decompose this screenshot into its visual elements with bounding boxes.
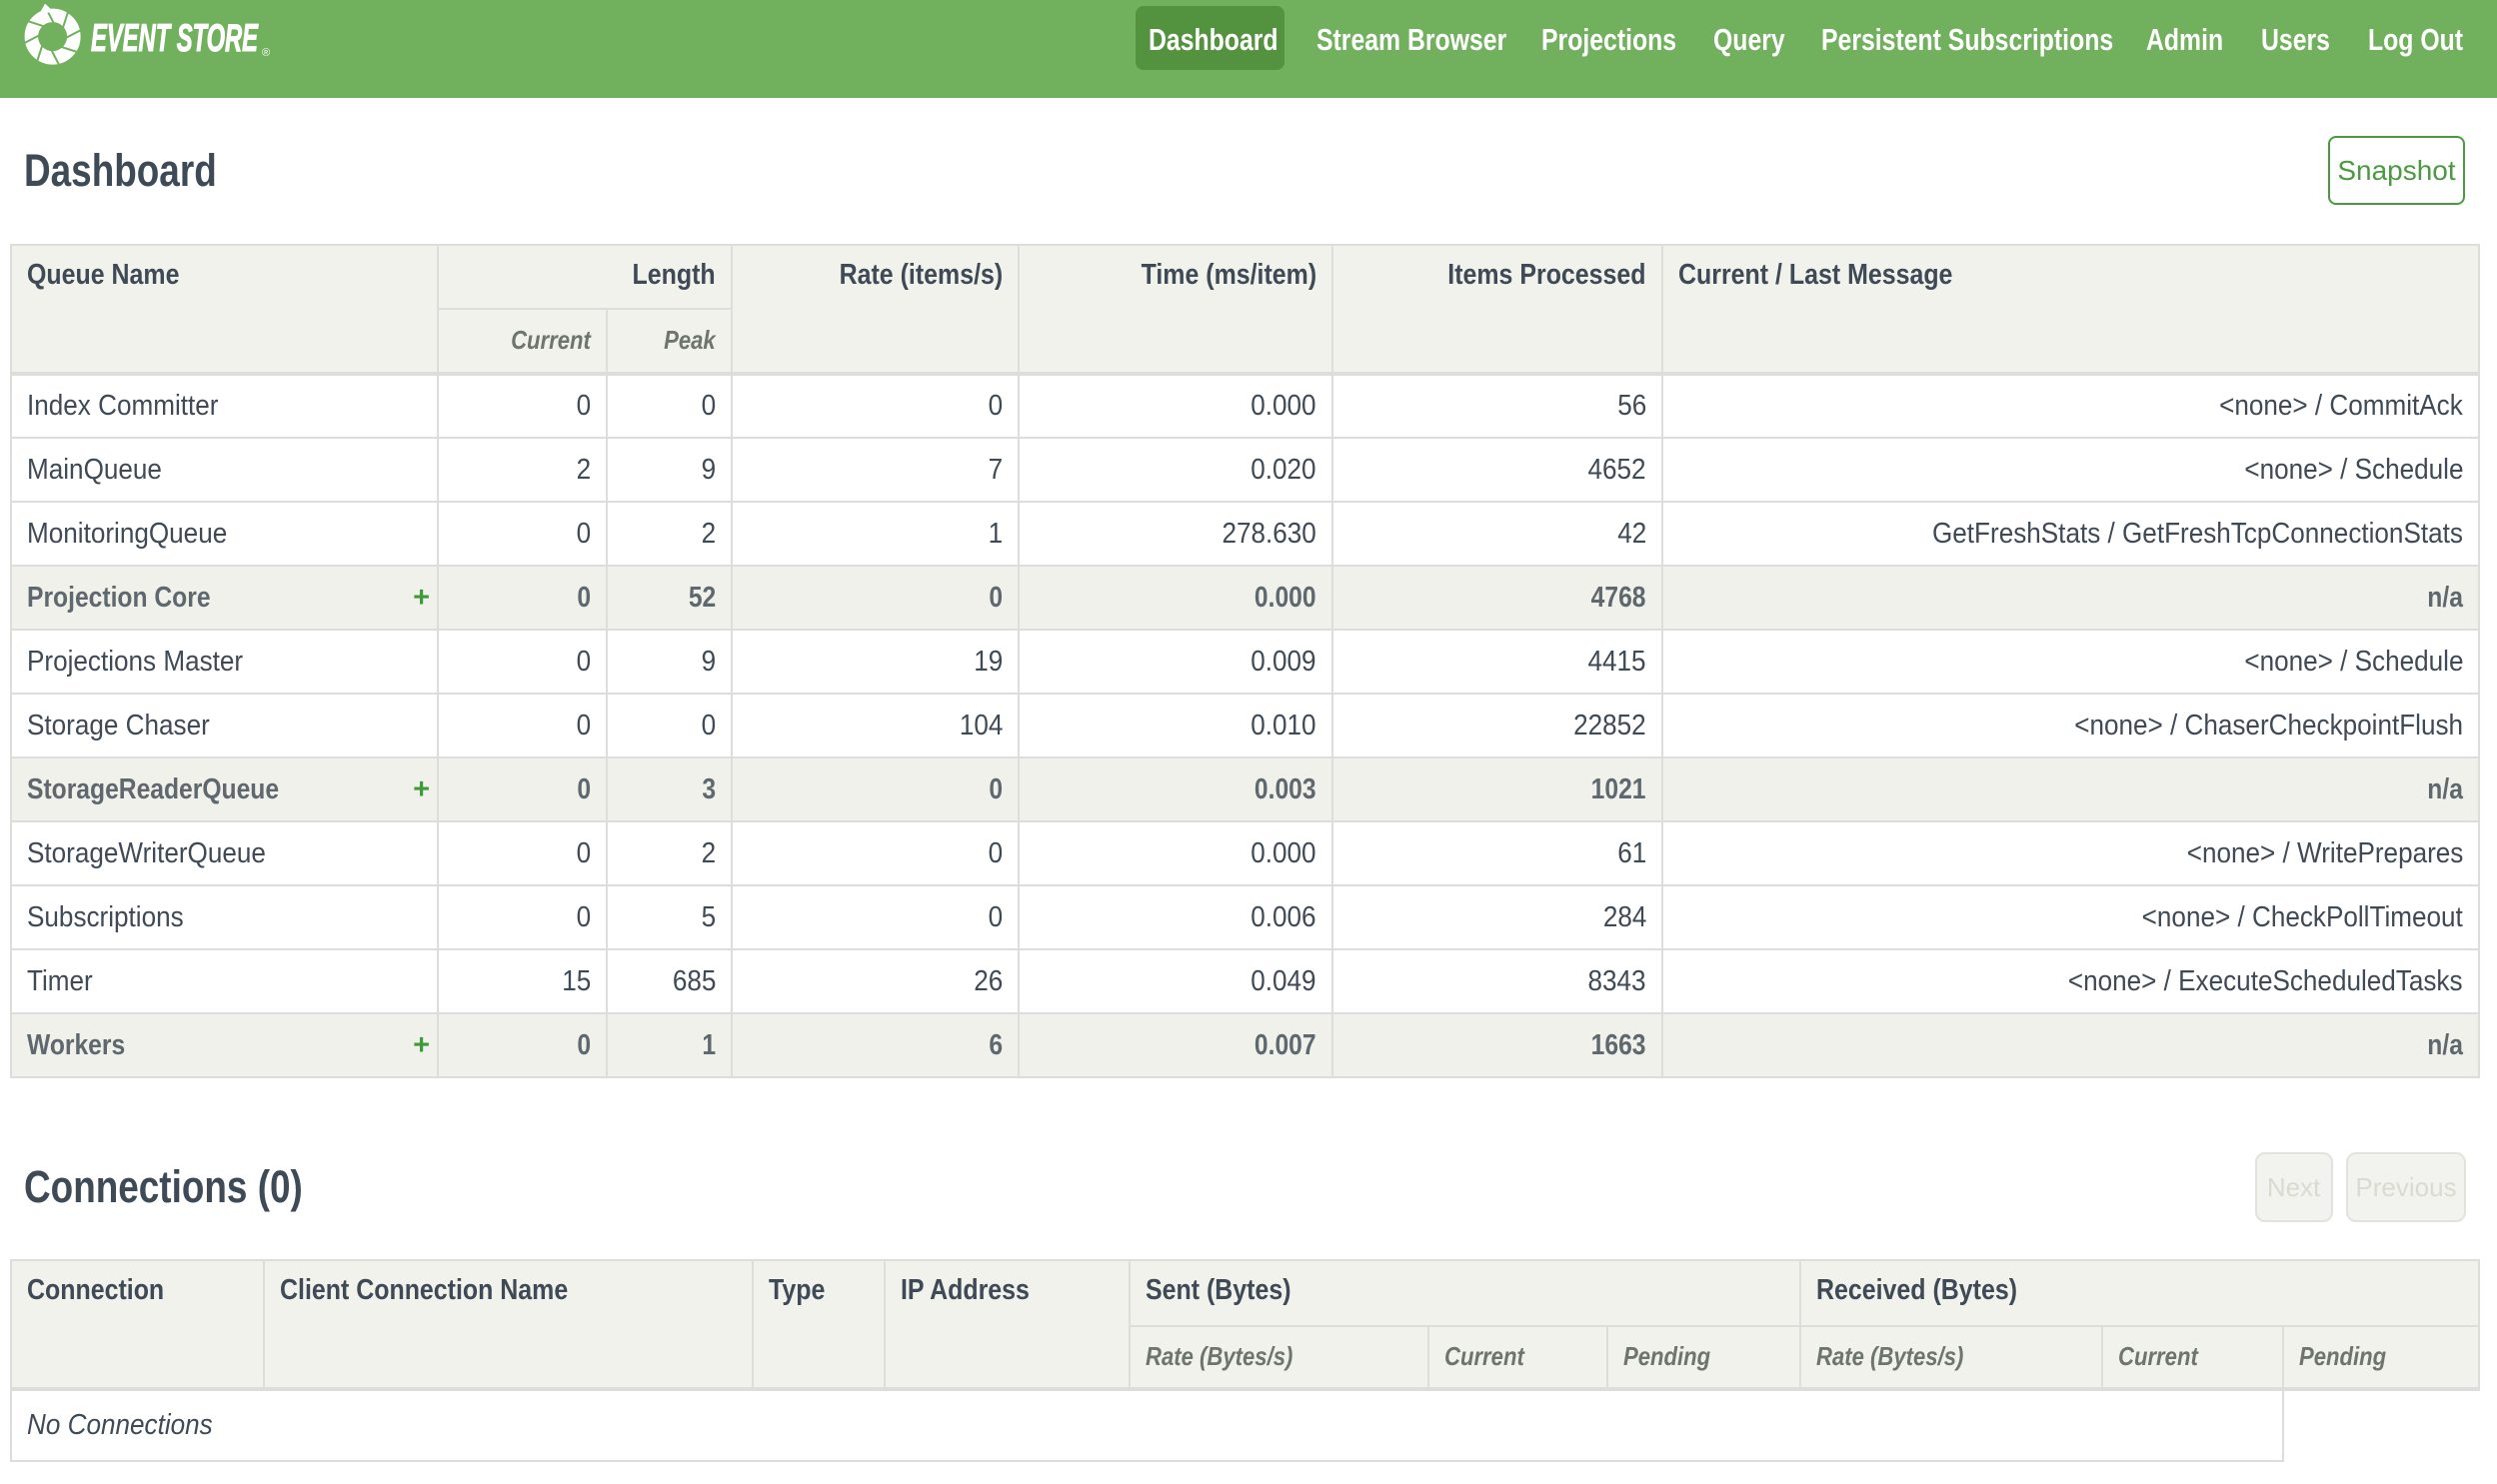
- svg-text:EVENT STORE: EVENT STORE: [91, 17, 259, 60]
- svg-text:®: ®: [262, 47, 270, 59]
